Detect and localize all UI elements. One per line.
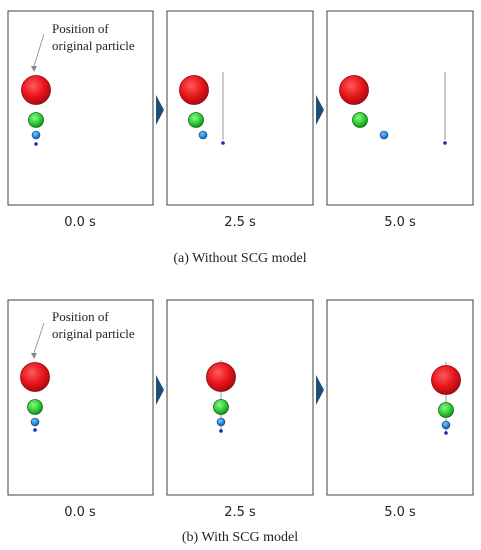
large-particle	[431, 365, 461, 395]
medium-particle	[28, 112, 44, 128]
medium-particle	[352, 112, 368, 128]
frame-b1: Position of original particle	[7, 299, 154, 496]
time-label-b1: 0.0 s	[64, 505, 96, 520]
frame-a3	[326, 10, 474, 206]
time-label-a2: 2.5 s	[224, 215, 256, 230]
annotation-arrowhead	[31, 353, 37, 359]
caption-b: (b) With SCG model	[182, 530, 298, 545]
sequence-arrow	[156, 95, 164, 125]
tiny-particle	[443, 141, 447, 145]
medium-particle	[27, 399, 43, 415]
frame-border	[166, 10, 314, 206]
time-label-a3: 5.0 s	[384, 215, 416, 230]
small-particle	[198, 130, 208, 140]
time-label-b3: 5.0 s	[384, 505, 416, 520]
large-particle	[179, 75, 209, 105]
caption-a: (a) Without SCG model	[173, 251, 306, 266]
annotation-line-2: original particle	[52, 326, 135, 341]
annotation-line-1: Position of	[52, 21, 109, 36]
frame-border	[7, 10, 154, 206]
tiny-particle	[444, 431, 448, 435]
frame-border	[7, 299, 154, 496]
large-particle	[21, 75, 51, 105]
medium-particle	[213, 399, 229, 415]
tiny-particle	[34, 142, 38, 146]
medium-particle	[188, 112, 204, 128]
annotation-arrow	[33, 33, 45, 67]
panel-group-b: Position of original particle 0.0 s 2.5 …	[7, 299, 474, 545]
annotation-line-2: original particle	[52, 38, 135, 53]
panel-group-a: Position of original particle 0.0 s 2.5 …	[7, 10, 474, 266]
medium-particle	[438, 402, 454, 418]
sequence-arrow	[316, 95, 324, 125]
annotation-line-1: Position of	[52, 309, 109, 324]
large-particle	[20, 362, 50, 392]
tiny-particle	[33, 428, 37, 432]
frame-b2	[166, 299, 314, 496]
small-particle	[30, 417, 40, 427]
large-particle	[339, 75, 369, 105]
small-particle	[379, 130, 389, 140]
sequence-arrow	[316, 375, 324, 405]
annotation-arrowhead	[31, 66, 37, 72]
time-label-b2: 2.5 s	[224, 505, 256, 520]
large-particle	[206, 362, 236, 392]
tiny-particle	[221, 141, 225, 145]
small-particle	[441, 420, 451, 430]
time-label-a1: 0.0 s	[64, 215, 96, 230]
frame-border	[166, 299, 314, 496]
small-particle	[31, 130, 41, 140]
frame-b3	[326, 299, 474, 496]
small-particle	[216, 417, 226, 427]
frame-border	[326, 299, 474, 496]
sequence-arrow	[156, 375, 164, 405]
annotation-arrow	[33, 322, 45, 354]
frame-a2	[166, 10, 314, 206]
frame-border	[326, 10, 474, 206]
tiny-particle	[219, 429, 223, 433]
frame-a1: Position of original particle	[7, 10, 154, 206]
